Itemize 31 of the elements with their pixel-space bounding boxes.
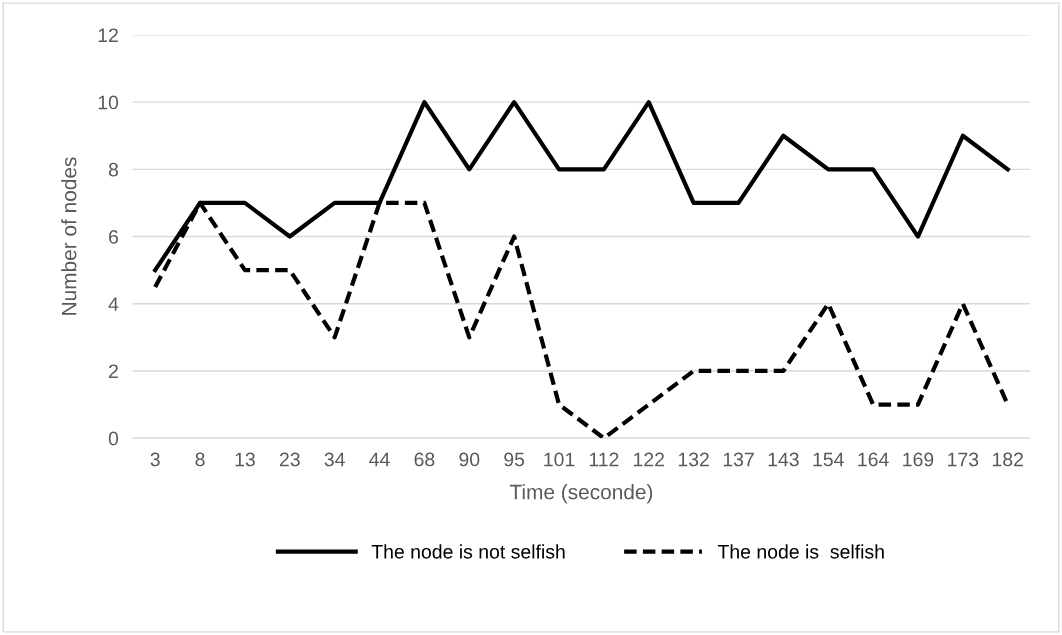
y-tick-label: 6 [109,230,119,244]
x-tick-label: 13 [235,452,255,467]
x-tick-label: 132 [678,452,709,467]
x-tick-label: 122 [634,452,664,467]
x-tick-label: 23 [279,452,300,467]
x-tick-label: 182 [992,452,1023,467]
x-tick-label: 90 [459,452,480,467]
x-tick-label: 95 [504,452,525,467]
x-tick-label: 68 [414,452,435,467]
x-tick-label: 169 [903,452,934,467]
x-axis-title: Time (seconde) [509,484,653,504]
x-tick-label: 3 [150,452,160,467]
x-tick-label: 143 [768,452,799,467]
x-tick-label: 154 [813,452,844,467]
x-tick-label: 137 [723,452,754,467]
x-tick-label: 44 [369,452,390,467]
y-tick-label: 0 [108,431,119,446]
x-tick-label: 164 [858,452,889,467]
y-tick-label: 12 [98,28,118,42]
x-tick-label: 8 [195,452,205,467]
x-tick-label: 173 [948,452,979,467]
x-tick-label: 34 [324,452,345,467]
x-tick-label: 112 [589,452,619,467]
y-tick-label: 2 [109,364,118,378]
x-tick-label: 101 [544,452,575,467]
y-tick-label: 8 [108,162,119,177]
y-tick-label: 10 [98,95,119,110]
legend-label: The node is selfish [717,544,884,559]
y-tick-label: 4 [108,297,119,311]
legend-label: The node is not selfish [371,544,565,559]
y-axis-title: Number of nodes [61,157,77,315]
